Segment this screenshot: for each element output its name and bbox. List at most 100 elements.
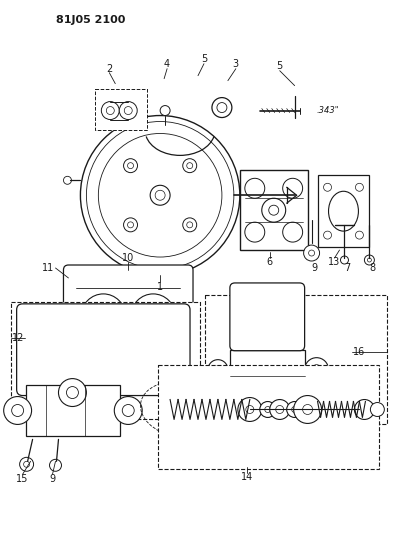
Circle shape xyxy=(312,365,322,375)
Circle shape xyxy=(276,406,284,414)
Circle shape xyxy=(370,402,384,416)
Circle shape xyxy=(143,306,163,326)
Circle shape xyxy=(367,258,372,262)
Circle shape xyxy=(214,366,222,374)
Text: 3: 3 xyxy=(233,59,239,69)
Text: 15: 15 xyxy=(17,474,29,484)
Circle shape xyxy=(208,360,228,379)
Circle shape xyxy=(56,392,75,413)
Circle shape xyxy=(98,133,222,257)
Circle shape xyxy=(183,159,197,173)
Circle shape xyxy=(283,222,303,242)
Bar xyxy=(240,171,308,250)
Circle shape xyxy=(124,159,138,173)
FancyBboxPatch shape xyxy=(17,304,190,395)
Circle shape xyxy=(246,406,254,414)
Bar xyxy=(11,302,200,419)
Circle shape xyxy=(150,185,170,205)
Circle shape xyxy=(50,459,61,471)
Circle shape xyxy=(304,245,320,261)
Circle shape xyxy=(155,190,165,200)
Text: 4: 4 xyxy=(164,59,170,69)
Circle shape xyxy=(160,106,170,116)
Circle shape xyxy=(262,198,286,222)
Circle shape xyxy=(82,294,125,338)
Circle shape xyxy=(355,400,374,419)
Circle shape xyxy=(323,183,331,191)
Text: 2: 2 xyxy=(106,64,112,74)
Circle shape xyxy=(67,386,78,399)
Circle shape xyxy=(124,218,138,232)
Text: 11: 11 xyxy=(43,263,55,273)
Text: 12: 12 xyxy=(13,333,25,343)
Circle shape xyxy=(100,392,120,413)
Text: 7: 7 xyxy=(344,263,351,273)
Circle shape xyxy=(80,116,240,275)
Circle shape xyxy=(24,461,30,467)
Circle shape xyxy=(106,107,114,115)
Bar xyxy=(318,175,370,247)
Circle shape xyxy=(187,163,193,168)
Circle shape xyxy=(294,395,322,423)
Circle shape xyxy=(122,405,134,416)
Circle shape xyxy=(212,98,232,118)
Circle shape xyxy=(355,183,363,191)
Bar xyxy=(158,365,379,469)
Ellipse shape xyxy=(329,191,359,231)
Text: 9: 9 xyxy=(312,263,318,273)
Circle shape xyxy=(86,122,234,269)
FancyBboxPatch shape xyxy=(230,283,305,351)
Text: 5: 5 xyxy=(277,61,283,71)
Circle shape xyxy=(114,397,142,424)
Text: 6: 6 xyxy=(267,257,273,267)
Text: 5: 5 xyxy=(201,54,207,64)
Circle shape xyxy=(355,231,363,239)
Circle shape xyxy=(124,107,132,115)
Circle shape xyxy=(265,407,271,413)
Circle shape xyxy=(128,222,134,228)
Text: 1: 1 xyxy=(157,282,163,292)
Bar xyxy=(95,88,147,131)
Text: 16: 16 xyxy=(353,346,366,357)
Text: 81J05 2100: 81J05 2100 xyxy=(56,15,125,25)
Circle shape xyxy=(93,306,113,326)
Text: 14: 14 xyxy=(241,472,253,482)
Text: 8: 8 xyxy=(369,263,375,273)
Circle shape xyxy=(63,176,71,184)
Circle shape xyxy=(12,405,24,416)
Circle shape xyxy=(101,102,119,119)
Text: 13: 13 xyxy=(328,257,341,267)
Circle shape xyxy=(187,222,193,228)
Circle shape xyxy=(309,250,314,256)
Circle shape xyxy=(183,218,197,232)
Circle shape xyxy=(340,256,348,264)
Circle shape xyxy=(61,399,69,407)
Circle shape xyxy=(269,205,279,215)
Circle shape xyxy=(238,398,262,422)
Circle shape xyxy=(58,378,86,407)
Circle shape xyxy=(20,457,33,471)
Circle shape xyxy=(270,400,290,419)
Circle shape xyxy=(364,255,374,265)
Circle shape xyxy=(119,102,137,119)
Bar xyxy=(230,350,305,401)
Circle shape xyxy=(245,179,265,198)
Circle shape xyxy=(303,405,312,415)
Bar xyxy=(26,385,120,437)
Circle shape xyxy=(245,222,265,242)
Text: 10: 10 xyxy=(122,253,134,263)
Circle shape xyxy=(305,358,329,382)
Circle shape xyxy=(292,407,297,413)
Circle shape xyxy=(217,102,227,112)
Circle shape xyxy=(260,401,276,417)
Circle shape xyxy=(323,231,331,239)
Circle shape xyxy=(283,179,303,198)
Circle shape xyxy=(128,163,134,168)
Bar xyxy=(205,295,387,424)
Circle shape xyxy=(4,397,32,424)
Circle shape xyxy=(287,401,303,417)
Circle shape xyxy=(106,399,114,407)
Text: 9: 9 xyxy=(50,474,56,484)
FancyBboxPatch shape xyxy=(63,265,193,346)
Text: .343": .343" xyxy=(316,106,339,115)
